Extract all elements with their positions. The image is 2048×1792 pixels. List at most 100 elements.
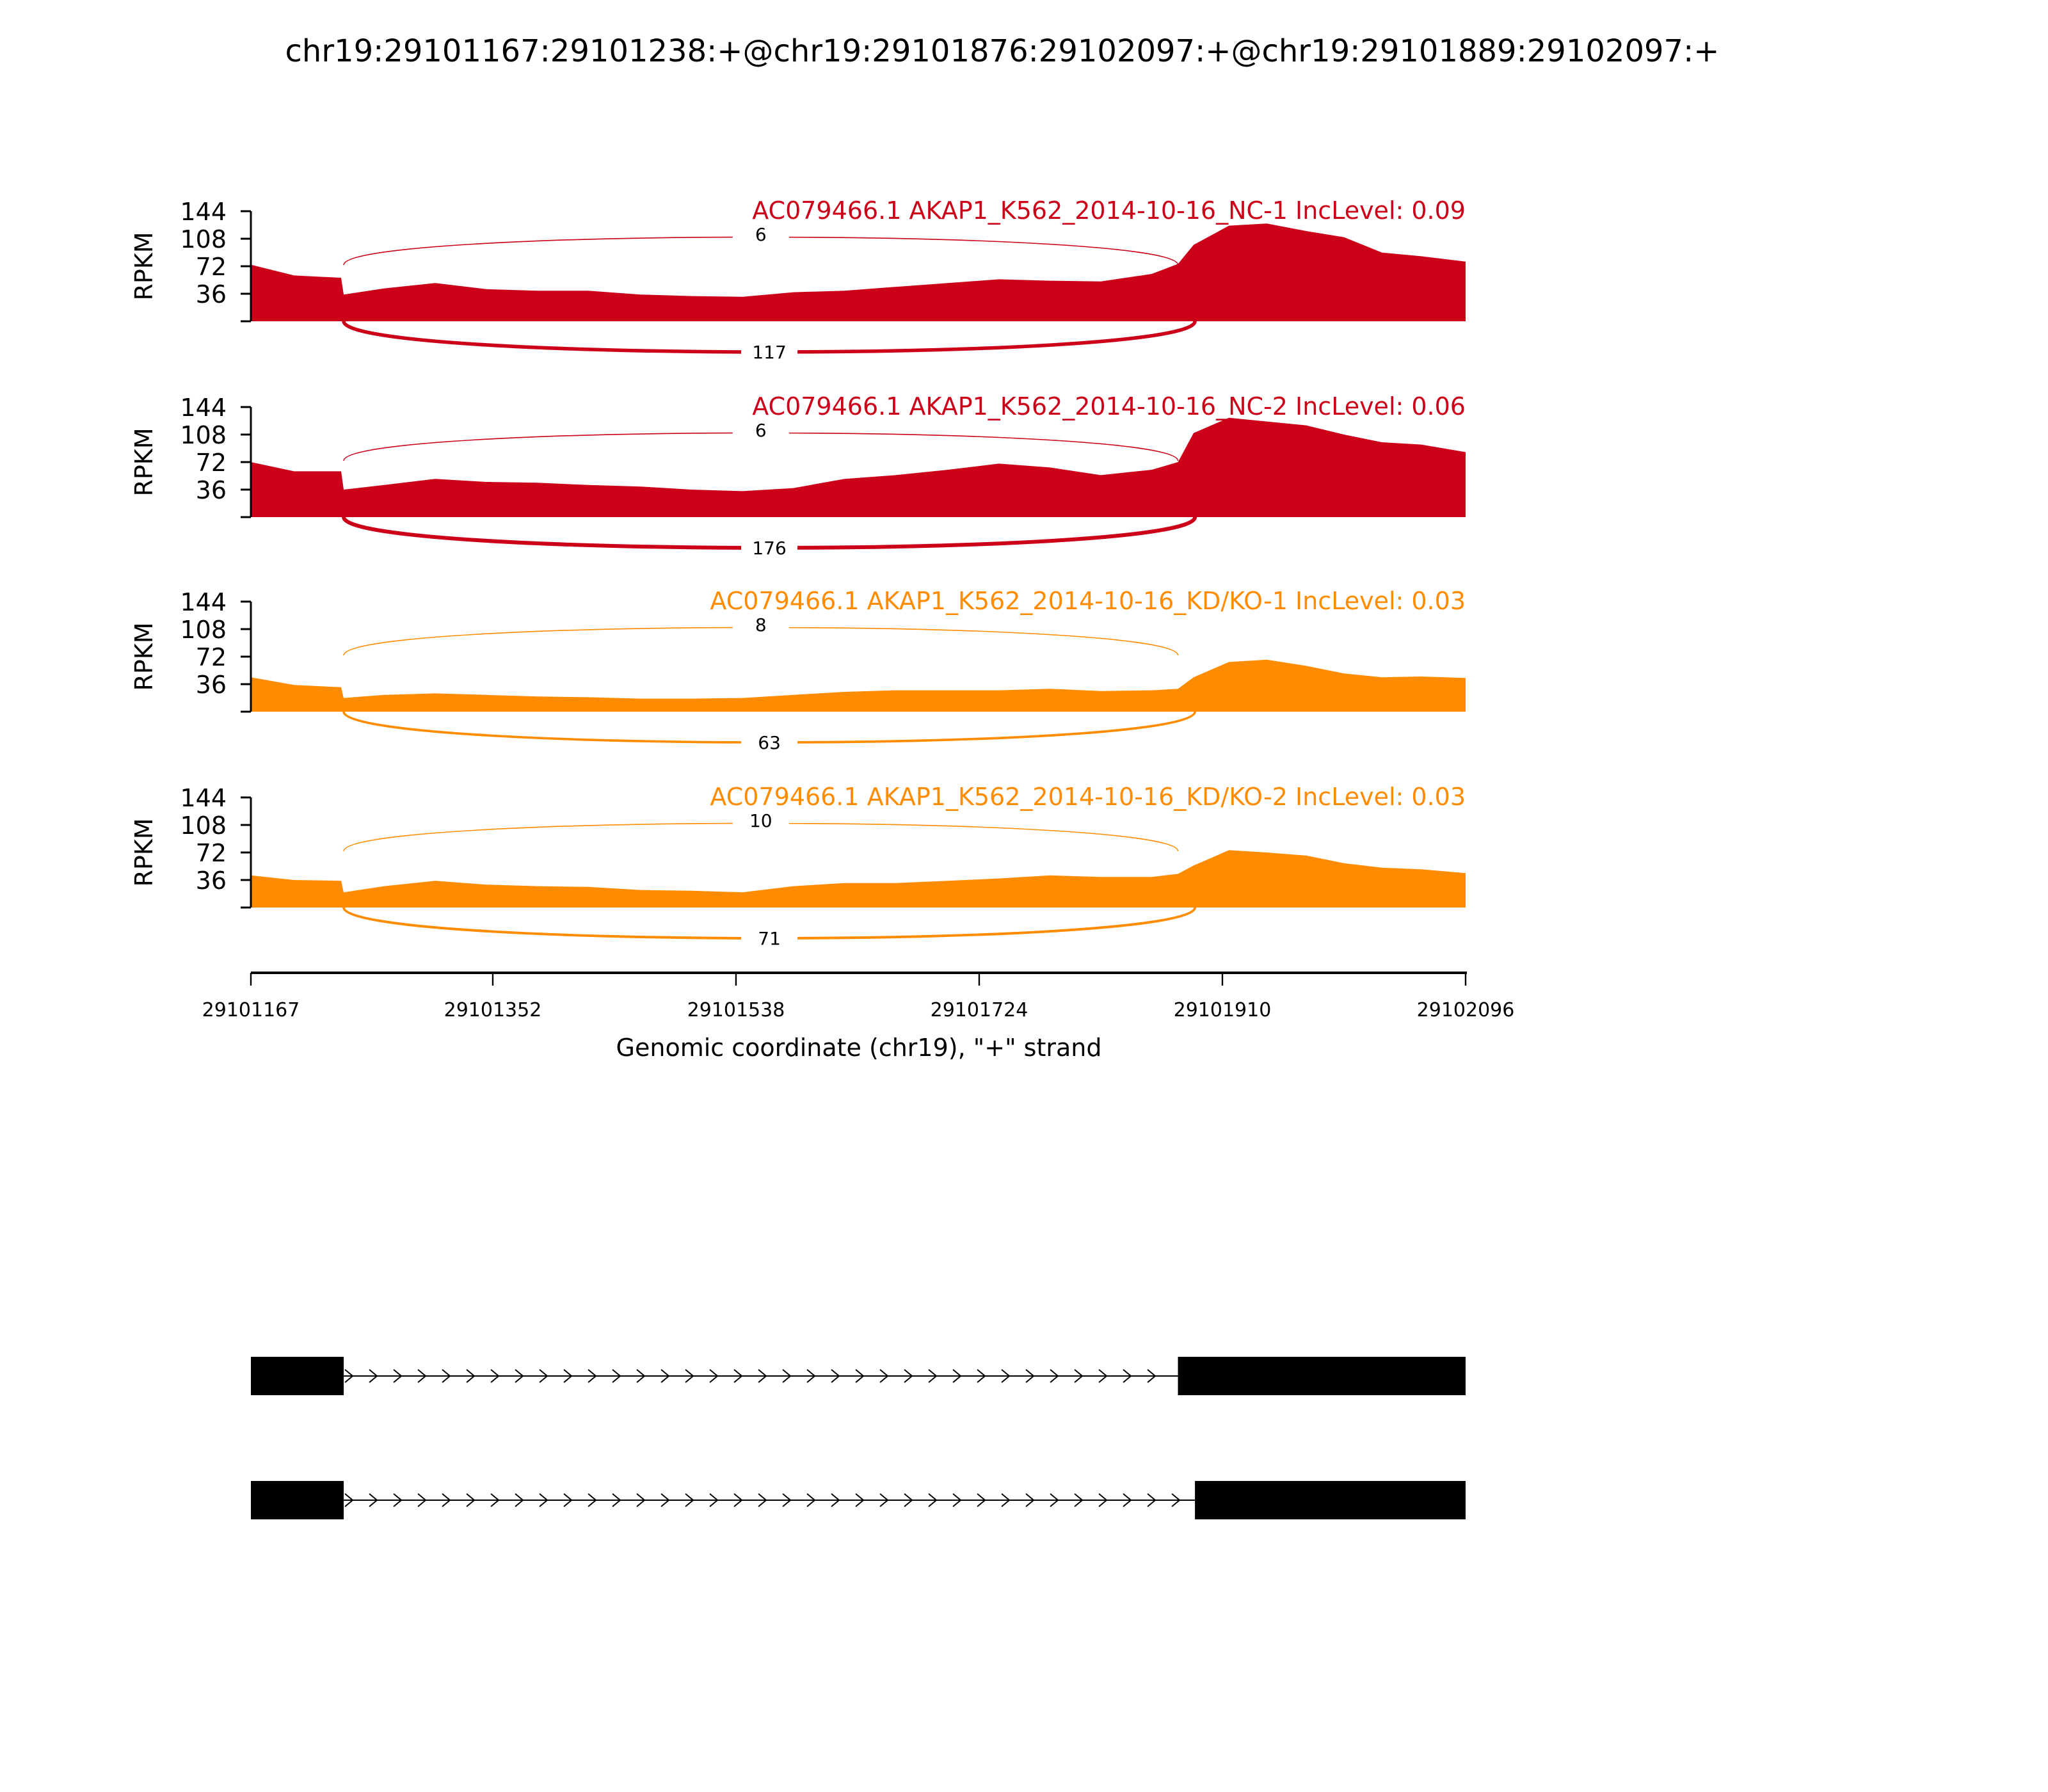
y-axis-label: RPKM <box>130 428 158 496</box>
strand-arrow-icon <box>636 1369 646 1383</box>
strand-arrow-icon <box>369 1493 378 1507</box>
junction-count: 63 <box>758 732 781 753</box>
strand-arrow-icon <box>685 1493 694 1507</box>
strand-arrow-icon <box>733 1369 743 1383</box>
y-tick-label: 144 <box>180 784 227 812</box>
x-tick-label: 29101910 <box>1174 999 1272 1021</box>
strand-arrow-icon <box>393 1369 403 1383</box>
strand-arrow-icon <box>1025 1493 1035 1507</box>
strand-arrow-icon <box>685 1369 694 1383</box>
y-tick-label: 144 <box>180 588 227 616</box>
track-title: AC079466.1 AKAP1_K562_2014-10-16_KD/KO-2… <box>710 783 1466 811</box>
strand-arrow-icon <box>1001 1369 1011 1383</box>
strand-arrow-icon <box>636 1493 646 1507</box>
junction-label-bg <box>732 809 789 832</box>
gene-model <box>251 1357 1466 1519</box>
strand-arrow-icon <box>782 1369 792 1383</box>
x-axis: Genomic coordinate (chr19), "+" strand 2… <box>202 972 1515 1062</box>
x-tick-label: 29102096 <box>1417 999 1515 1021</box>
y-axis-label: RPKM <box>130 232 158 300</box>
strand-arrow-icon <box>563 1369 573 1383</box>
coverage-area <box>251 850 1466 908</box>
junction-label-bg <box>741 731 798 754</box>
strand-arrow-icon <box>1098 1493 1108 1507</box>
y-tick-label: 108 <box>180 225 227 253</box>
strand-arrow-icon <box>831 1369 840 1383</box>
strand-arrow-icon <box>539 1493 548 1507</box>
y-axis-label: RPKM <box>130 622 158 691</box>
strand-arrow-icon <box>1098 1369 1108 1383</box>
strand-arrow-icon <box>612 1369 621 1383</box>
track-title: AC079466.1 AKAP1_K562_2014-10-16_KD/KO-1… <box>710 587 1466 615</box>
y-tick-label: 144 <box>180 394 227 422</box>
strand-arrow-icon <box>1074 1369 1084 1383</box>
strand-arrow-icon <box>344 1369 354 1383</box>
strand-arrow-icon <box>1123 1369 1132 1383</box>
x-tick-label: 29101538 <box>687 999 785 1021</box>
strand-arrow-icon <box>1001 1493 1011 1507</box>
strand-arrow-icon <box>952 1493 962 1507</box>
x-tick-label: 29101167 <box>202 999 300 1021</box>
y-axis-label: RPKM <box>130 818 158 886</box>
strand-arrow-icon <box>782 1493 792 1507</box>
strand-arrow-icon <box>1171 1493 1181 1507</box>
strand-arrow-icon <box>928 1369 938 1383</box>
strand-arrow-icon <box>515 1493 524 1507</box>
strand-arrow-icon <box>442 1493 451 1507</box>
strand-arrow-icon <box>612 1493 621 1507</box>
strand-arrow-icon <box>855 1369 865 1383</box>
junction-count: 6 <box>755 224 767 245</box>
junction-label-bg <box>741 536 798 559</box>
junction-count: 6 <box>755 420 767 441</box>
exon-block <box>251 1357 344 1395</box>
strand-arrow-icon <box>1074 1493 1084 1507</box>
strand-arrow-icon <box>466 1493 476 1507</box>
strand-arrow-icon <box>417 1493 427 1507</box>
strand-arrow-icon <box>904 1369 913 1383</box>
x-tick-label: 29101724 <box>931 999 1028 1021</box>
strand-arrow-icon <box>831 1493 840 1507</box>
strand-arrow-icon <box>758 1493 767 1507</box>
coverage-area <box>251 659 1466 712</box>
junction-count: 10 <box>749 810 772 831</box>
strand-arrow-icon <box>588 1369 597 1383</box>
strand-arrow-icon <box>1025 1369 1035 1383</box>
strand-arrow-icon <box>1147 1493 1156 1507</box>
strand-arrow-icon <box>952 1369 962 1383</box>
y-tick-label: 36 <box>196 280 227 308</box>
strand-arrow-icon <box>1050 1369 1059 1383</box>
strand-arrow-icon <box>393 1493 403 1507</box>
junction-label-bg <box>741 340 798 364</box>
strand-arrow-icon <box>977 1369 986 1383</box>
exon-block <box>1178 1357 1466 1395</box>
junction-count: 8 <box>755 614 767 636</box>
strand-arrow-icon <box>344 1493 354 1507</box>
strand-arrow-icon <box>1147 1369 1156 1383</box>
y-tick-label: 108 <box>180 812 227 840</box>
track-title: AC079466.1 AKAP1_K562_2014-10-16_NC-1 In… <box>752 196 1466 225</box>
junction-label-bg <box>732 223 789 246</box>
y-tick-label: 72 <box>196 839 227 867</box>
strand-arrow-icon <box>928 1493 938 1507</box>
strand-arrow-icon <box>709 1493 719 1507</box>
x-axis-label: Genomic coordinate (chr19), "+" strand <box>616 1034 1102 1062</box>
strand-arrow-icon <box>879 1369 889 1383</box>
y-tick-label: 108 <box>180 616 227 644</box>
strand-arrow-icon <box>855 1493 865 1507</box>
strand-arrow-icon <box>417 1369 427 1383</box>
x-tick-label: 29101352 <box>444 999 542 1021</box>
transcript <box>251 1481 1466 1519</box>
y-tick-label: 36 <box>196 671 227 699</box>
strand-arrow-icon <box>977 1493 986 1507</box>
strand-arrow-icon <box>515 1369 524 1383</box>
junction-count: 117 <box>752 342 786 363</box>
y-tick-label: 36 <box>196 476 227 504</box>
strand-arrow-icon <box>709 1369 719 1383</box>
strand-arrow-icon <box>1123 1493 1132 1507</box>
chart-title: chr19:29101167:29101238:+@chr19:29101876… <box>285 33 1720 69</box>
